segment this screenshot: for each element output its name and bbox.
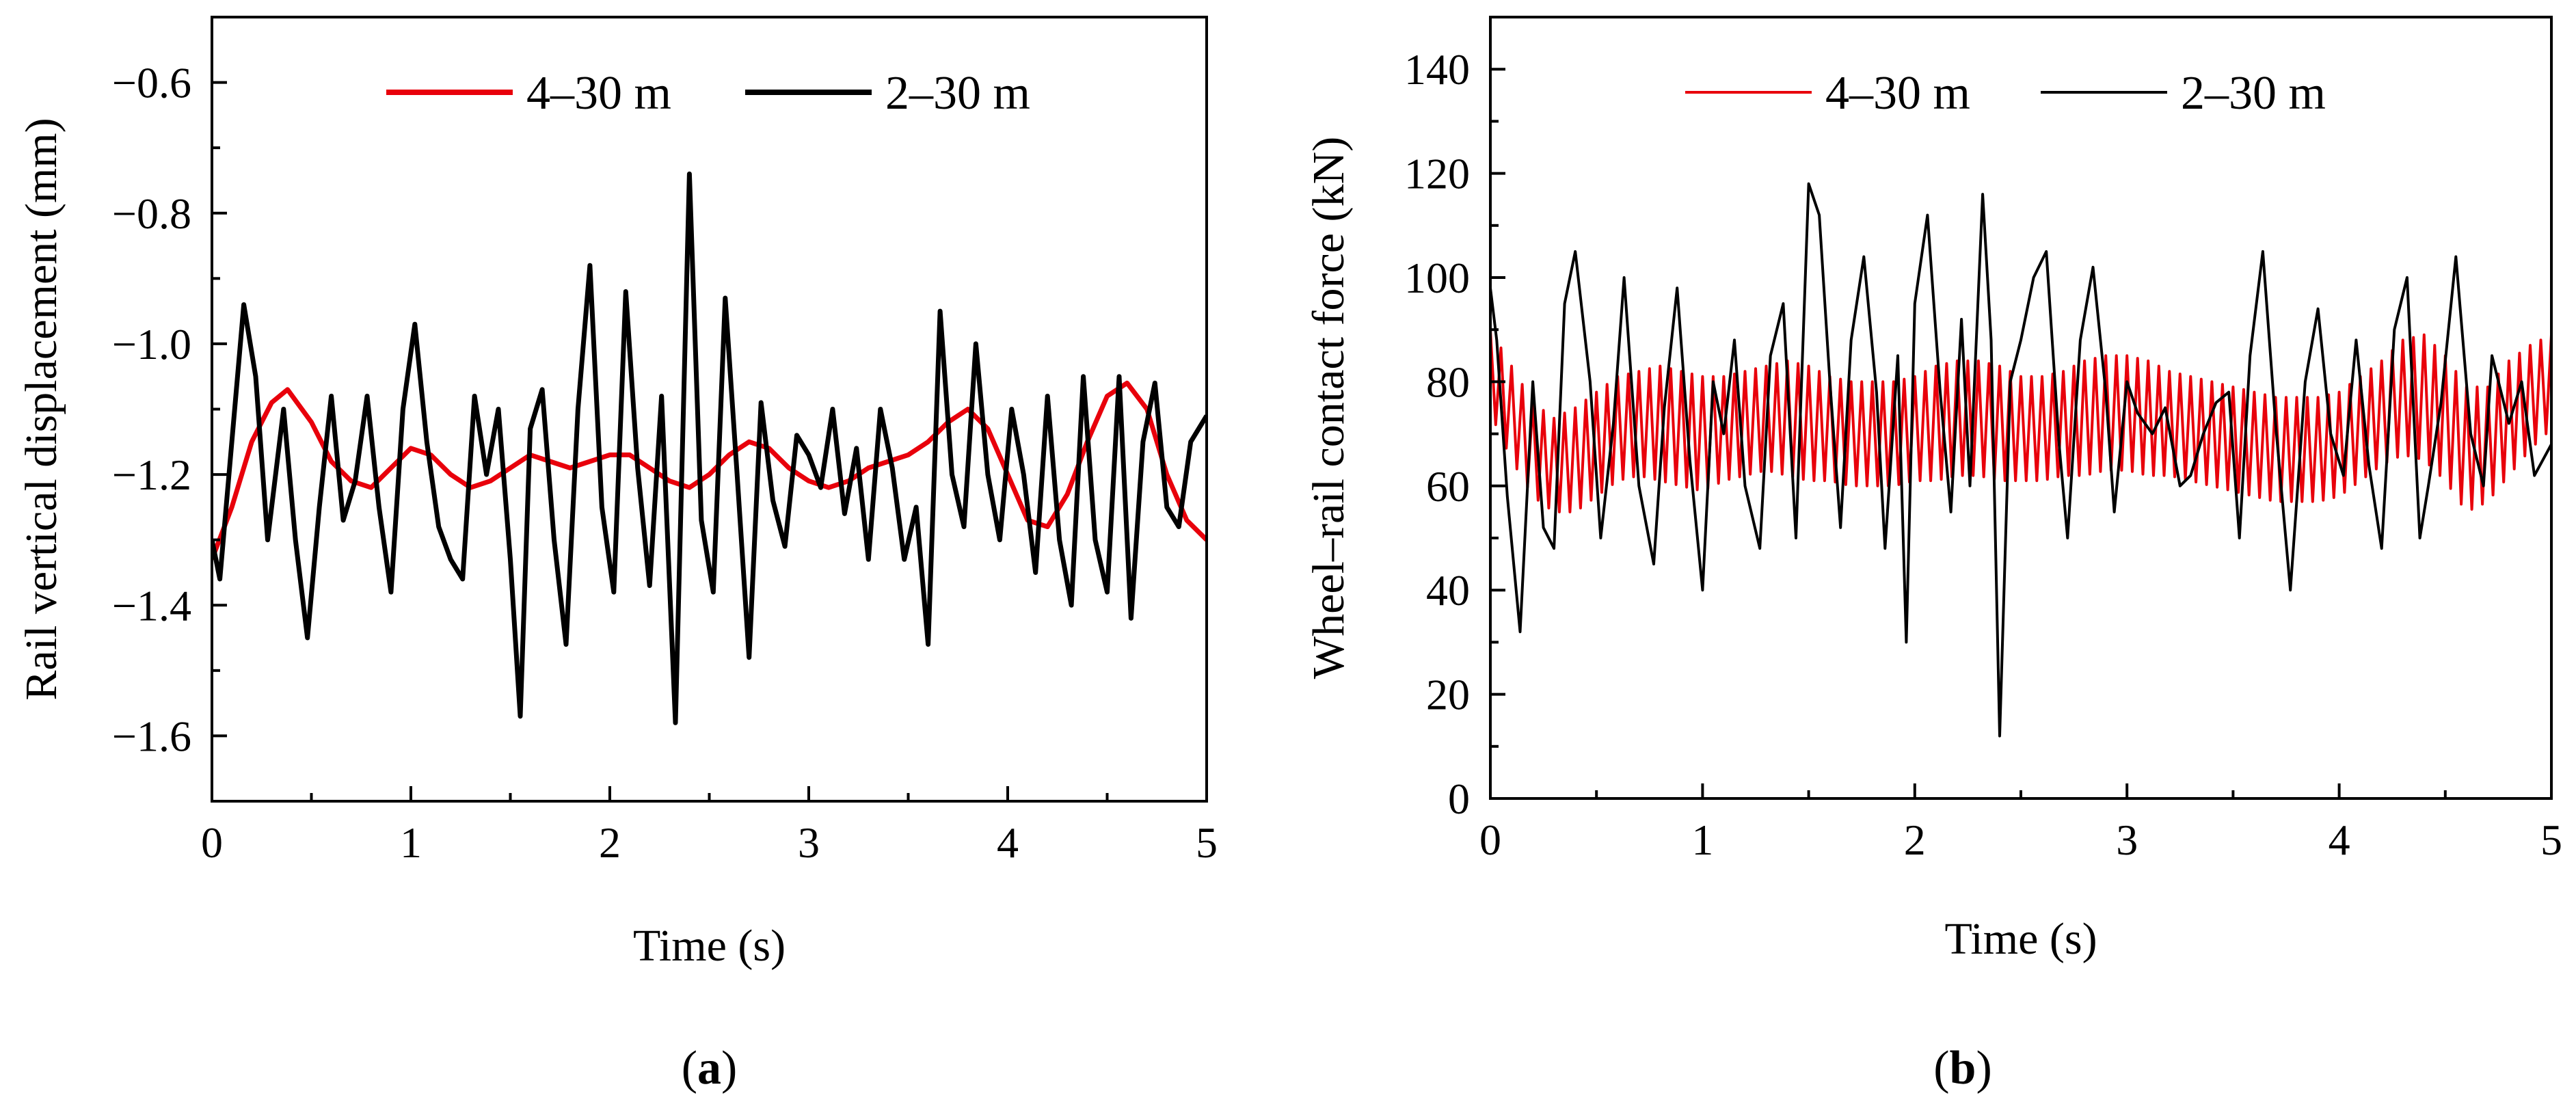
legend-label-2-30m: 2–30 m xyxy=(885,67,1030,120)
x-tick-label: 4 xyxy=(2329,816,2350,864)
x-axis-label: Time (s) xyxy=(633,921,786,971)
panel-label: (b) xyxy=(1933,1042,1992,1094)
y-tick-label: 140 xyxy=(1404,45,1470,94)
x-tick-label: 3 xyxy=(798,818,820,867)
y-tick-label: 0 xyxy=(1448,775,1470,823)
y-tick-label: −1.6 xyxy=(112,712,191,760)
panel-label: (a) xyxy=(682,1042,738,1094)
plot-frame xyxy=(1489,16,2553,800)
x-tick-label: 2 xyxy=(1904,816,1926,864)
series-line-4-30m xyxy=(1490,330,2551,513)
y-tick-label: −1.2 xyxy=(112,451,191,499)
y-tick-label: 40 xyxy=(1426,566,1470,615)
series-line-2-30m xyxy=(1490,182,2551,738)
y-tick-label: 20 xyxy=(1426,671,1470,719)
x-tick-label: 4 xyxy=(997,818,1019,867)
chart-panel-b: 0 1 2 3 4 5 0 20 40 60 80 100 120 140 Time (s) Wheel–ra… xyxy=(1304,16,2562,1094)
x-tick-label: 5 xyxy=(2540,816,2562,864)
y-axis-label: Rail vertical displacement (mm) xyxy=(16,118,66,700)
y-tick-label: −1.4 xyxy=(112,581,191,630)
y-axis-label: Wheel–rail contact force (kN) xyxy=(1304,137,1354,679)
y-tick-label: −0.6 xyxy=(112,59,191,107)
legend-label-4-30m: 4–30 m xyxy=(526,67,671,120)
y-tick-label: −1.0 xyxy=(112,320,191,368)
x-tick-label: 0 xyxy=(201,818,223,867)
y-tick-label: 80 xyxy=(1426,358,1470,406)
x-axis-label: Time (s) xyxy=(1944,914,2097,964)
panel-letter: b xyxy=(1950,1042,1976,1094)
plot-frame xyxy=(211,16,1208,803)
x-tick-label: 5 xyxy=(1196,818,1218,867)
chart-panel-a: 0 1 2 3 4 5 −1.6 −1.4 −1.2 −1.0 −0.8 −0.6 Time (s) Ra… xyxy=(16,16,1218,1094)
x-tick-label: 1 xyxy=(400,818,422,867)
series-line-2-30m xyxy=(212,171,1207,725)
x-tick-label: 0 xyxy=(1479,816,1501,864)
x-tick-label: 2 xyxy=(599,818,621,867)
x-tick-label: 1 xyxy=(1691,816,1713,864)
y-tick-label: 120 xyxy=(1404,150,1470,198)
x-tick-label: 3 xyxy=(2116,816,2138,864)
y-tick-label: 60 xyxy=(1426,462,1470,511)
panel-letter: a xyxy=(697,1042,721,1094)
legend-label-4-30m: 4–30 m xyxy=(1825,67,1970,120)
y-tick-label: −0.8 xyxy=(112,189,191,238)
legend-label-2-30m: 2–30 m xyxy=(2181,67,2326,120)
y-tick-label: 100 xyxy=(1404,254,1470,302)
